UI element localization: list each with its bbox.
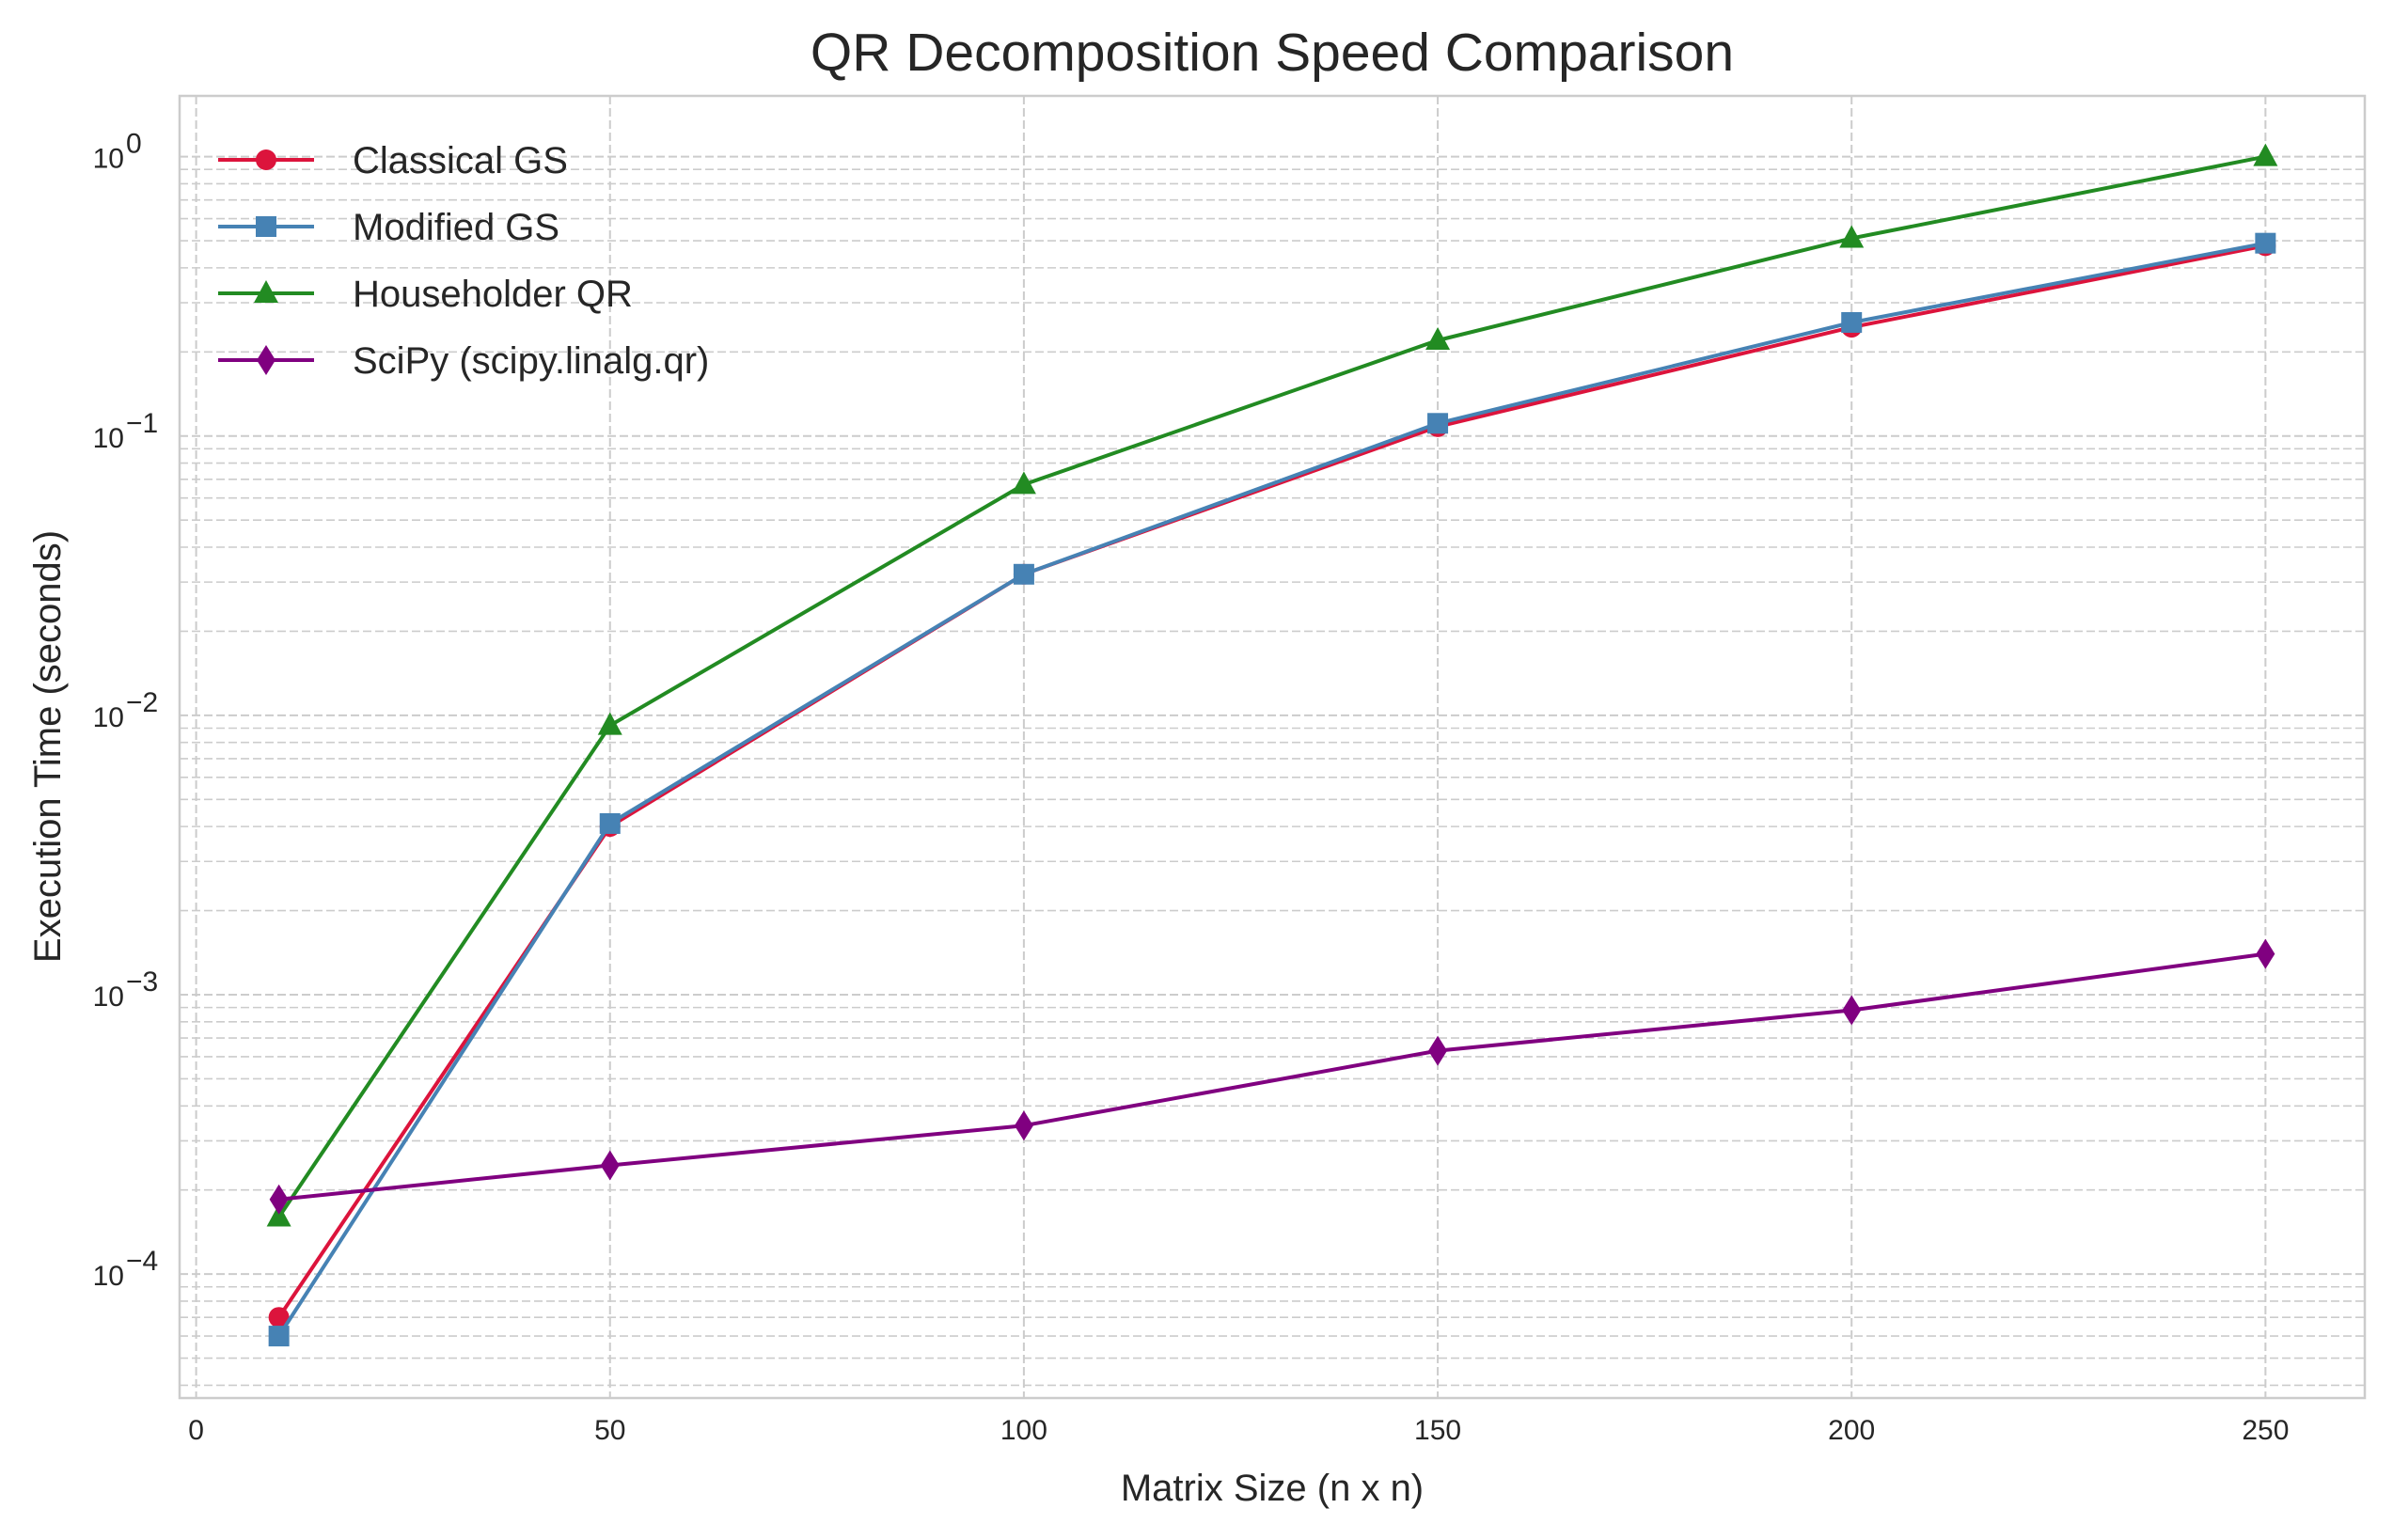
data-point: [1839, 225, 1865, 248]
y-tick-label: 10 −2: [93, 687, 159, 733]
y-tick-base: 10: [93, 423, 124, 454]
series-line: [276, 154, 2266, 1218]
series-line: [278, 951, 2266, 1202]
y-tick-exponent: −1: [126, 408, 158, 439]
y-tick-exponent: −2: [126, 687, 158, 718]
y-tick-base: 10: [93, 702, 124, 733]
y-tick-label: 10 −4: [93, 1246, 159, 1292]
legend-label: SciPy (scipy.linalg.qr): [353, 340, 709, 382]
data-point: [269, 1184, 289, 1215]
legend-entry: SciPy (scipy.linalg.qr): [218, 340, 709, 382]
chart-title: QR Decomposition Speed Comparison: [811, 23, 1734, 83]
x-axis-label: Matrix Size (n x n): [1121, 1468, 1424, 1509]
y-tick-exponent: −4: [126, 1246, 158, 1277]
legend-entry: Householder QR: [218, 274, 633, 315]
data-point: [1841, 311, 1863, 333]
y-tick-exponent: −3: [126, 966, 158, 998]
y-tick-label: 10 −1: [93, 408, 159, 454]
data-point: [268, 1307, 290, 1328]
data-point: [1428, 1035, 1448, 1066]
legend-label: Modified GS: [353, 207, 559, 248]
plot-frame: [178, 94, 2367, 1400]
data-point: [599, 812, 621, 834]
data-point: [1014, 1110, 1033, 1141]
series-line: [276, 241, 2266, 1338]
grid-layer: [180, 96, 2365, 1398]
legend-label: Classical GS: [353, 140, 568, 181]
x-tick-label: 50: [594, 1415, 625, 1446]
series-scipy-scipy-linalg-qr: [269, 938, 2275, 1215]
legend-marker: [256, 149, 276, 170]
x-tick-label: 200: [1828, 1415, 1875, 1446]
data-point: [600, 1150, 620, 1181]
data-point: [1011, 471, 1036, 495]
legend-label: Householder QR: [353, 274, 633, 315]
legend: Classical GS Modified GS Householder QR Sci…: [218, 140, 709, 382]
y-tick-exponent: 0: [126, 129, 142, 160]
data-point: [1427, 413, 1449, 434]
y-tick-label: 10 −3: [93, 966, 159, 1013]
series-householder-qr: [266, 143, 2278, 1227]
legend-marker: [256, 216, 276, 237]
data-point: [1425, 327, 1451, 351]
data-point: [2256, 938, 2275, 969]
y-tick-base: 10: [93, 1261, 124, 1292]
y-tick-label: 10 0: [93, 129, 142, 175]
data-point: [1842, 995, 1862, 1026]
series-modified-gs: [268, 232, 2276, 1347]
data-point: [2253, 143, 2278, 166]
legend-marker: [254, 280, 278, 303]
legend-entry: Classical GS: [218, 140, 568, 181]
x-tick-label: 100: [1000, 1415, 1047, 1446]
legend-marker: [257, 345, 276, 375]
x-tick-label: 250: [2242, 1415, 2289, 1446]
y-tick-base: 10: [93, 982, 124, 1013]
data-point: [266, 1203, 291, 1227]
series-layer: [266, 143, 2278, 1347]
data-point: [268, 1326, 290, 1347]
data-point: [597, 712, 622, 735]
x-tick-label: 150: [1414, 1415, 1461, 1446]
data-point: [1013, 563, 1034, 585]
legend-entry: Modified GS: [218, 207, 559, 248]
y-axis-label: Execution Time (seconds): [27, 530, 69, 963]
data-point: [2255, 232, 2276, 254]
x-tick-label: 0: [188, 1415, 204, 1446]
y-tick-base: 10: [93, 144, 124, 175]
